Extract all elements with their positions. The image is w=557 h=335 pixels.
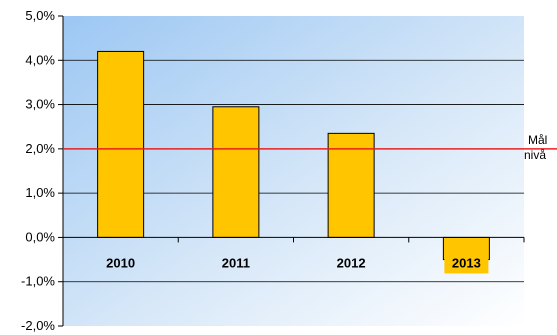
category-label-2013: 2013 — [452, 255, 481, 270]
y-tick-label: -1,0% — [21, 274, 55, 289]
y-axis-ticks: 5,0% 4,0% 3,0% 2,0% 1,0% 0,0% -1,0% -2,0% — [21, 8, 63, 333]
category-label-highlight — [444, 253, 489, 274]
category-label-2012: 2012 — [337, 255, 366, 270]
y-tick-label: 2,0% — [25, 141, 55, 156]
bar-2010 — [97, 50, 145, 238]
target-label-line2: nivå — [524, 148, 546, 162]
y-tick-label: 1,0% — [25, 185, 55, 200]
category-label-2010: 2010 — [106, 255, 135, 270]
category-labels: 2010 2011 2012 2013 — [106, 253, 489, 274]
y-tick-label: 3,0% — [25, 97, 55, 112]
y-tick-label: 5,0% — [25, 8, 55, 23]
y-tick-label: -2,0% — [21, 318, 55, 333]
y-tick-label: 0,0% — [25, 229, 55, 244]
category-label-2011: 2011 — [222, 255, 250, 270]
bar-2011 — [212, 106, 260, 238]
axes — [62, 16, 525, 326]
y-tick-label: 4,0% — [25, 52, 55, 67]
target-label-line1: Mål — [528, 133, 547, 147]
